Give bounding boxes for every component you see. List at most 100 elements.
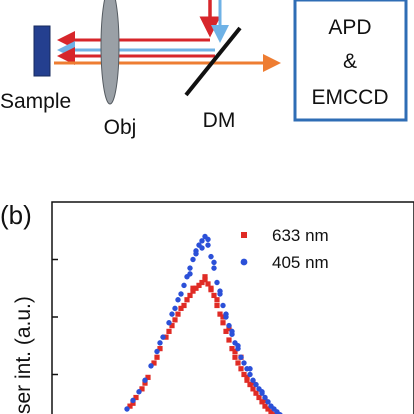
data-point-1-6 xyxy=(160,334,166,340)
data-point-1-19 xyxy=(208,253,214,260)
data-point-0-0 xyxy=(127,403,133,409)
data-point-0-2 xyxy=(139,386,145,392)
data-point-0-55 xyxy=(220,314,226,320)
data-point-0-19 xyxy=(211,292,217,299)
data-point-0-45 xyxy=(190,285,196,291)
data-point-0-51 xyxy=(262,397,268,403)
y-axis-label: ser int. (a.u.) xyxy=(12,296,35,414)
data-point-0-26 xyxy=(232,354,238,360)
data-point-1-9 xyxy=(178,291,184,297)
data-point-0-22 xyxy=(220,320,226,326)
data-point-0-1 xyxy=(133,394,139,401)
data-point-1-55 xyxy=(217,288,223,294)
data-point-1-32 xyxy=(247,371,253,378)
data-point-1-50 xyxy=(235,343,241,349)
data-point-0-29 xyxy=(241,371,247,378)
dichroic-mirror xyxy=(184,26,242,97)
data-point-0-38 xyxy=(268,409,274,414)
legend-marker-633 xyxy=(241,232,247,238)
data-point-1-13 xyxy=(190,256,196,263)
legend-label-633: 633 nm xyxy=(272,226,329,245)
data-point-1-16 xyxy=(199,238,205,244)
detector-label-emccd: EMCCD xyxy=(312,86,389,109)
data-point-1-53 xyxy=(193,251,199,257)
detector-label-amp: & xyxy=(343,50,357,73)
data-point-1-56 xyxy=(229,328,235,335)
data-point-0-42 xyxy=(154,354,160,360)
data-point-0-15 xyxy=(199,279,205,286)
data-point-0-35 xyxy=(259,399,265,405)
data-point-0-37 xyxy=(265,406,271,412)
data-point-1-4 xyxy=(148,363,154,369)
data-point-1-37 xyxy=(262,394,268,401)
data-point-0-23 xyxy=(223,328,229,334)
data-point-1-46 xyxy=(187,271,193,277)
data-point-1-5 xyxy=(154,348,160,355)
legend: 633 nm 405 nm xyxy=(240,226,329,272)
data-point-0-39 xyxy=(271,412,277,414)
mirror-label: DM xyxy=(203,109,236,132)
data-point-0-31 xyxy=(247,381,253,388)
legend-marker-405 xyxy=(240,258,248,266)
data-point-0-53 xyxy=(172,317,178,323)
data-point-0-8 xyxy=(175,311,181,317)
data-point-0-9 xyxy=(181,302,187,309)
data-point-0-20 xyxy=(214,302,220,309)
data-point-0-44 xyxy=(178,305,184,311)
data-point-1-44 xyxy=(169,311,175,317)
data-point-1-34 xyxy=(253,381,259,388)
data-point-1-0 xyxy=(124,406,130,412)
panel-b-label: (b) xyxy=(0,200,32,230)
data-point-0-11 xyxy=(187,292,193,299)
data-point-1-7 xyxy=(166,320,172,326)
data-point-1-38 xyxy=(265,399,271,405)
data-point-1-47 xyxy=(199,245,205,251)
data-point-0-41 xyxy=(142,380,148,386)
data-point-0-56 xyxy=(232,348,238,355)
data-point-0-34 xyxy=(256,394,262,401)
data-point-0-43 xyxy=(166,328,172,334)
data-point-0-14 xyxy=(196,282,202,288)
objective-lens xyxy=(100,0,120,105)
data-point-0-5 xyxy=(157,346,163,352)
y-ticks xyxy=(52,258,58,376)
data-point-1-20 xyxy=(211,265,217,271)
data-point-0-40 xyxy=(130,400,136,406)
data-point-0-12 xyxy=(190,288,196,294)
detector-box xyxy=(293,0,408,122)
data-point-0-32 xyxy=(250,386,256,392)
data-point-1-23 xyxy=(220,302,226,309)
data-point-0-28 xyxy=(238,366,244,372)
data-point-1-52 xyxy=(259,389,265,395)
panel-a-setup: APD & EMCCD Sample Obj DM xyxy=(0,0,408,139)
data-point-0-50 xyxy=(250,380,256,386)
data-point-1-43 xyxy=(157,340,163,346)
series-0 xyxy=(127,274,277,414)
data-point-0-17 xyxy=(205,281,211,287)
data-point-1-10 xyxy=(181,282,187,289)
legend-label-405: 405 nm xyxy=(272,253,329,272)
data-point-0-30 xyxy=(244,377,250,383)
data-point-1-29 xyxy=(238,354,244,360)
data-point-1-1 xyxy=(130,397,136,404)
data-point-1-8 xyxy=(172,305,178,312)
data-point-0-48 xyxy=(226,325,232,332)
data-point-0-13 xyxy=(193,285,199,291)
data-point-0-16 xyxy=(202,277,208,283)
data-point-0-4 xyxy=(151,360,157,366)
data-point-0-24 xyxy=(226,337,232,343)
data-point-1-2 xyxy=(136,389,142,395)
series-1 xyxy=(124,233,283,414)
data-point-0-25 xyxy=(229,346,235,352)
data-point-1-48 xyxy=(211,259,217,266)
data-point-1-51 xyxy=(247,366,253,372)
data-point-0-47 xyxy=(214,297,220,303)
data-point-1-33 xyxy=(250,377,256,383)
series-layer xyxy=(124,233,283,414)
data-point-0-36 xyxy=(262,403,268,409)
data-point-0-3 xyxy=(145,374,151,380)
data-point-0-10 xyxy=(184,297,190,303)
data-point-0-7 xyxy=(169,323,175,329)
plot-frame xyxy=(51,201,414,414)
